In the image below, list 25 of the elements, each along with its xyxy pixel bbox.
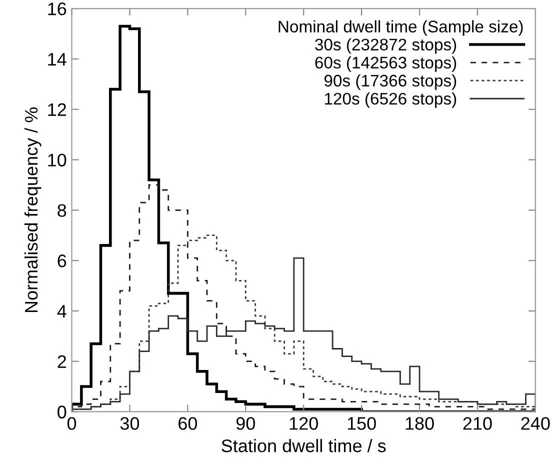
x-tick-label: 90 [236,417,255,430]
x-tick-label: 150 [348,417,376,430]
x-tick-label: 240 [521,417,550,430]
x-tick-label: 180 [406,417,434,430]
y-tick-label: 8 [58,204,66,217]
legend-label: 90s (17366 stops) [324,74,456,90]
legend-label: 30s (232872 stops) [315,38,456,54]
y-axis-title: Normalised frequency / % [24,107,42,312]
y-tick-label: 6 [58,254,66,268]
y-tick-label: 12 [48,103,66,116]
y-tick-label: 4 [57,305,66,318]
x-tick-label: 120 [290,417,318,430]
y-tick-label: 14 [48,53,66,66]
x-tick-label: 0 [67,417,76,430]
legend-title: Nominal dwell time (Sample size) [278,20,523,36]
y-tick-label: 0 [58,406,66,418]
x-axis-title: Station dwell time / s [222,438,386,452]
x-tick-label: 30 [120,417,140,430]
x-tick-label: 210 [463,417,492,430]
y-tick-label: 10 [48,154,66,166]
y-tick-label: 16 [48,2,66,16]
legend-label: 60s (142563 stops) [315,56,456,72]
legend-label: 120s (6526 stops) [324,92,456,108]
y-tick-label: 2 [58,355,66,368]
x-tick-label: 60 [178,417,198,430]
